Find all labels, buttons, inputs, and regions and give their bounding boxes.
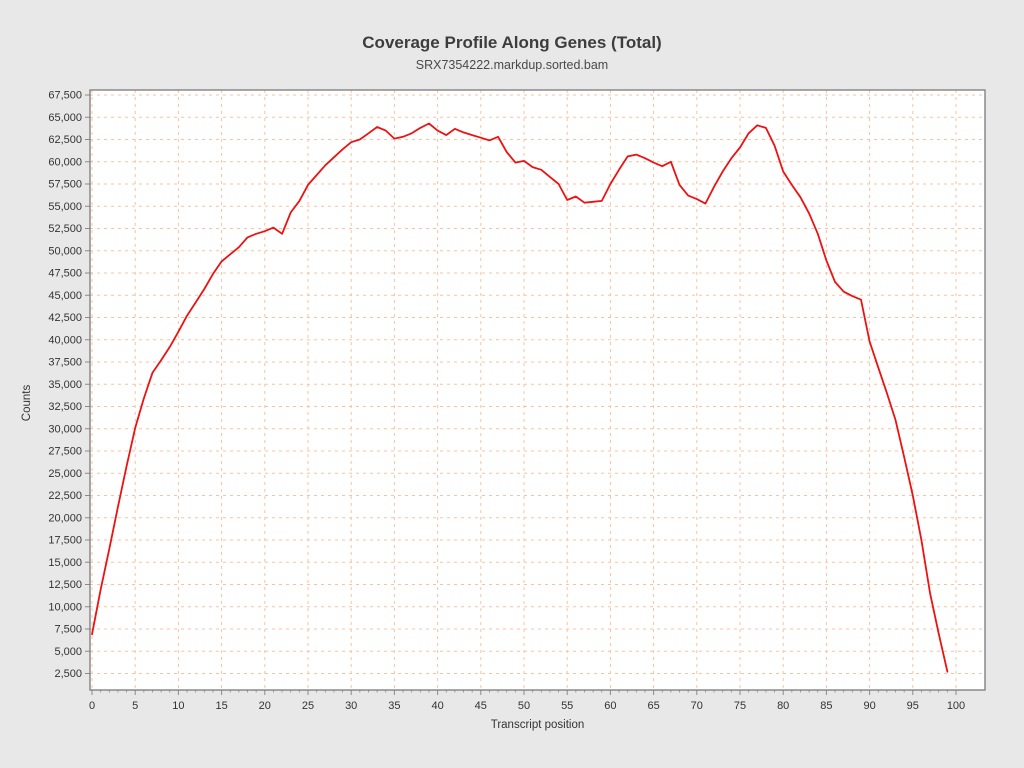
x-tick-label: 45 [475,700,487,712]
y-tick-label: 35,000 [48,379,82,391]
y-tick-label: 60,000 [48,156,82,168]
y-tick-label: 55,000 [48,201,82,213]
x-tick-label: 35 [388,700,400,712]
y-tick-label: 52,500 [48,223,82,235]
x-tick-label: 10 [172,700,184,712]
y-tick-label: 57,500 [48,179,82,191]
x-tick-label: 0 [89,700,95,712]
chart-subtitle: SRX7354222.markdup.sorted.bam [416,58,608,72]
y-tick-label: 5,000 [54,646,82,658]
x-tick-label: 80 [777,700,789,712]
x-tick-label: 20 [259,700,271,712]
x-tick-label: 70 [691,700,703,712]
x-tick-label: 75 [734,700,746,712]
x-tick-label: 25 [302,700,314,712]
y-tick-label: 32,500 [48,401,82,413]
x-tick-label: 60 [604,700,616,712]
y-tick-label: 7,500 [54,624,82,636]
y-tick-label: 17,500 [48,535,82,547]
y-tick-label: 65,000 [48,112,82,124]
x-tick-label: 50 [518,700,530,712]
y-tick-label: 37,500 [48,357,82,369]
x-tick-label: 100 [947,700,965,712]
y-tick-label: 12,500 [48,579,82,591]
coverage-polyline [91,122,949,673]
y-tick-label: 27,500 [48,446,82,458]
x-axis-title: Transcript position [491,719,585,731]
y-tick-label: 10,000 [48,601,82,613]
x-tick-label: 95 [907,700,919,712]
plot-area [90,90,985,690]
x-tick-label: 15 [215,700,227,712]
y-tick-label: 45,000 [48,290,82,302]
y-tick-label: 40,000 [48,334,82,346]
y-tick-label: 15,000 [48,557,82,569]
x-tick-label: 40 [431,700,443,712]
y-tick-label: 47,500 [48,268,82,280]
x-tick-label: 55 [561,700,573,712]
y-tick-label: 30,000 [48,423,82,435]
y-tick-label: 25,000 [48,468,82,480]
y-tick-label: 20,000 [48,512,82,524]
y-tick-label: 22,500 [48,490,82,502]
coverage-series-line [91,122,949,673]
x-tick-label: 65 [647,700,659,712]
y-tick-label: 2,500 [54,668,82,680]
axis-labels: 2,500 5,000 7,500 10,000 12,500 15,000 17,500 2… [48,90,965,712]
x-tick-label: 85 [820,700,832,712]
plot-frame [89,89,986,691]
chart-title: Coverage Profile Along Genes (Total) [362,33,661,52]
gridlines [90,90,985,690]
y-axis-title: Counts [21,385,33,422]
y-tick-label: 62,500 [48,134,82,146]
x-tick-label: 5 [132,700,138,712]
y-tick-label: 50,000 [48,245,82,257]
y-tick-label: 67,500 [48,90,82,102]
y-tick-label: 42,500 [48,312,82,324]
x-tick-label: 30 [345,700,357,712]
x-tick-label: 90 [863,700,875,712]
